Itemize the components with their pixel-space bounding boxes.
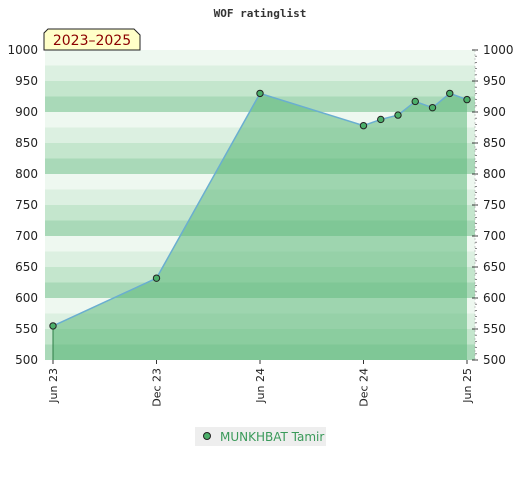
y-tick-label-right: 600 (483, 291, 506, 305)
period-badge-label: 2023–2025 (53, 33, 131, 49)
period-badge: 2023–2025 (43, 28, 141, 51)
x-tick-label: Jun 23 (47, 368, 60, 404)
data-points (49, 89, 471, 330)
y-tick-label-left: 550 (15, 322, 38, 336)
legend: MUNKHBAT Tamir (195, 427, 326, 446)
x-tick-label: Jun 24 (254, 368, 267, 404)
series-area (52, 92, 468, 361)
data-point (463, 95, 471, 104)
data-point (446, 89, 454, 98)
data-point (428, 103, 437, 112)
y-tick-label-left: 850 (15, 136, 38, 150)
y-tick-label-right: 700 (483, 229, 506, 243)
data-point (411, 97, 419, 106)
series-area-fill (53, 93, 467, 361)
legend-label: MUNKHBAT Tamir (220, 430, 324, 444)
data-point (394, 111, 402, 119)
y-tick-label-left: 600 (15, 291, 38, 305)
y-tick-label-right: 650 (483, 260, 506, 274)
y-tick-label-left: 900 (15, 105, 38, 119)
y-tick-label-left: 500 (15, 353, 38, 367)
grid-band (45, 65, 475, 81)
y-tick-label-left: 700 (15, 229, 38, 243)
y-tick-label-right: 800 (483, 167, 506, 181)
y-tick-label-left: 650 (15, 260, 38, 274)
y-tick-label-right: 1000 (483, 43, 514, 57)
y-tick-label-right: 550 (483, 322, 506, 336)
data-point (152, 274, 161, 282)
grid-band (45, 50, 475, 66)
data-point (359, 121, 368, 130)
chart-title: WOF ratinglist (214, 7, 307, 20)
series-line (52, 92, 468, 327)
y-tick-label-right: 950 (483, 74, 506, 88)
y-tick-label-right: 900 (483, 105, 506, 119)
y-tick-label-left: 1000 (7, 43, 38, 57)
axes: 500 500 550 550 600 600 650 650 700 700 750 750 800 8… (7, 43, 513, 407)
grid-band (45, 81, 475, 97)
x-tick-label: Dec 23 (151, 368, 164, 407)
data-point (377, 115, 385, 124)
y-tick-label-left: 800 (15, 167, 38, 181)
x-tick-label: Dec 24 (358, 368, 371, 407)
data-point (256, 89, 264, 98)
y-tick-label-right: 750 (483, 198, 506, 212)
y-tick-label-left: 950 (15, 74, 38, 88)
y-tick-label-left: 750 (15, 198, 38, 212)
x-tick-label: Jun 25 (461, 368, 474, 404)
legend-marker-icon (203, 432, 211, 440)
data-point (49, 322, 57, 330)
y-tick-label-right: 850 (483, 136, 506, 150)
y-tick-label-right: 500 (483, 353, 506, 367)
